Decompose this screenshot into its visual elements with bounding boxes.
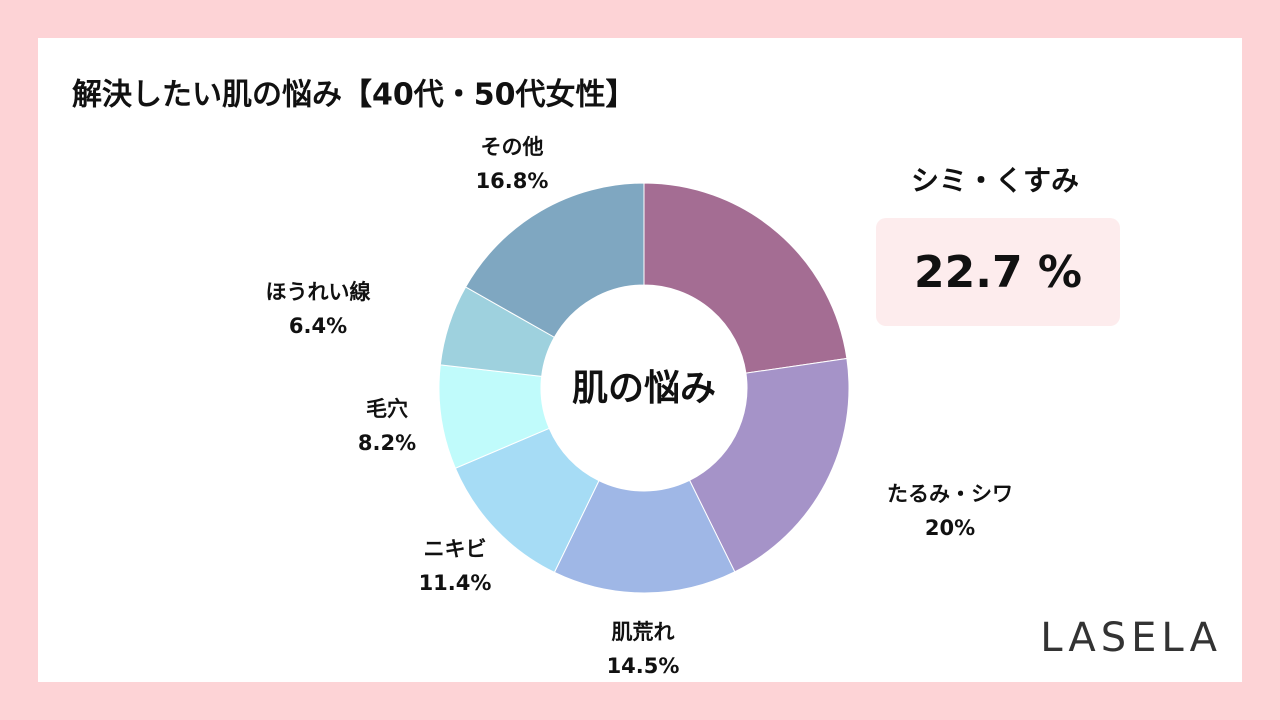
value-label: 20% — [925, 516, 975, 540]
slice-name: ほうれい線 — [266, 280, 371, 304]
callout-value: 22.7 % — [914, 247, 1082, 298]
center-label: 肌の悩み — [572, 368, 716, 409]
slice-name: 肌荒れ — [612, 620, 675, 644]
value-label: 11.4% — [419, 571, 492, 595]
donut-slice — [464, 182, 645, 338]
donut-slice — [643, 182, 848, 374]
value-label: 14.5% — [607, 654, 680, 678]
value-label: 6.4% — [289, 314, 347, 338]
value-label: 8.2% — [358, 431, 416, 455]
callout-box — [876, 218, 1120, 326]
slice-name: 毛穴 — [366, 397, 408, 421]
slice-name: たるみ・シワ — [887, 482, 1013, 506]
callout-name: シミ・くすみ — [911, 164, 1079, 197]
value-label: 16.8% — [476, 169, 549, 193]
slice-name: その他 — [481, 135, 544, 159]
slice-name: ニキビ — [424, 537, 487, 561]
brand: LASELA — [1040, 615, 1222, 661]
donut-slice — [688, 357, 850, 573]
chart-title: 解決したい肌の悩み【40代・50代女性】 — [72, 78, 636, 113]
